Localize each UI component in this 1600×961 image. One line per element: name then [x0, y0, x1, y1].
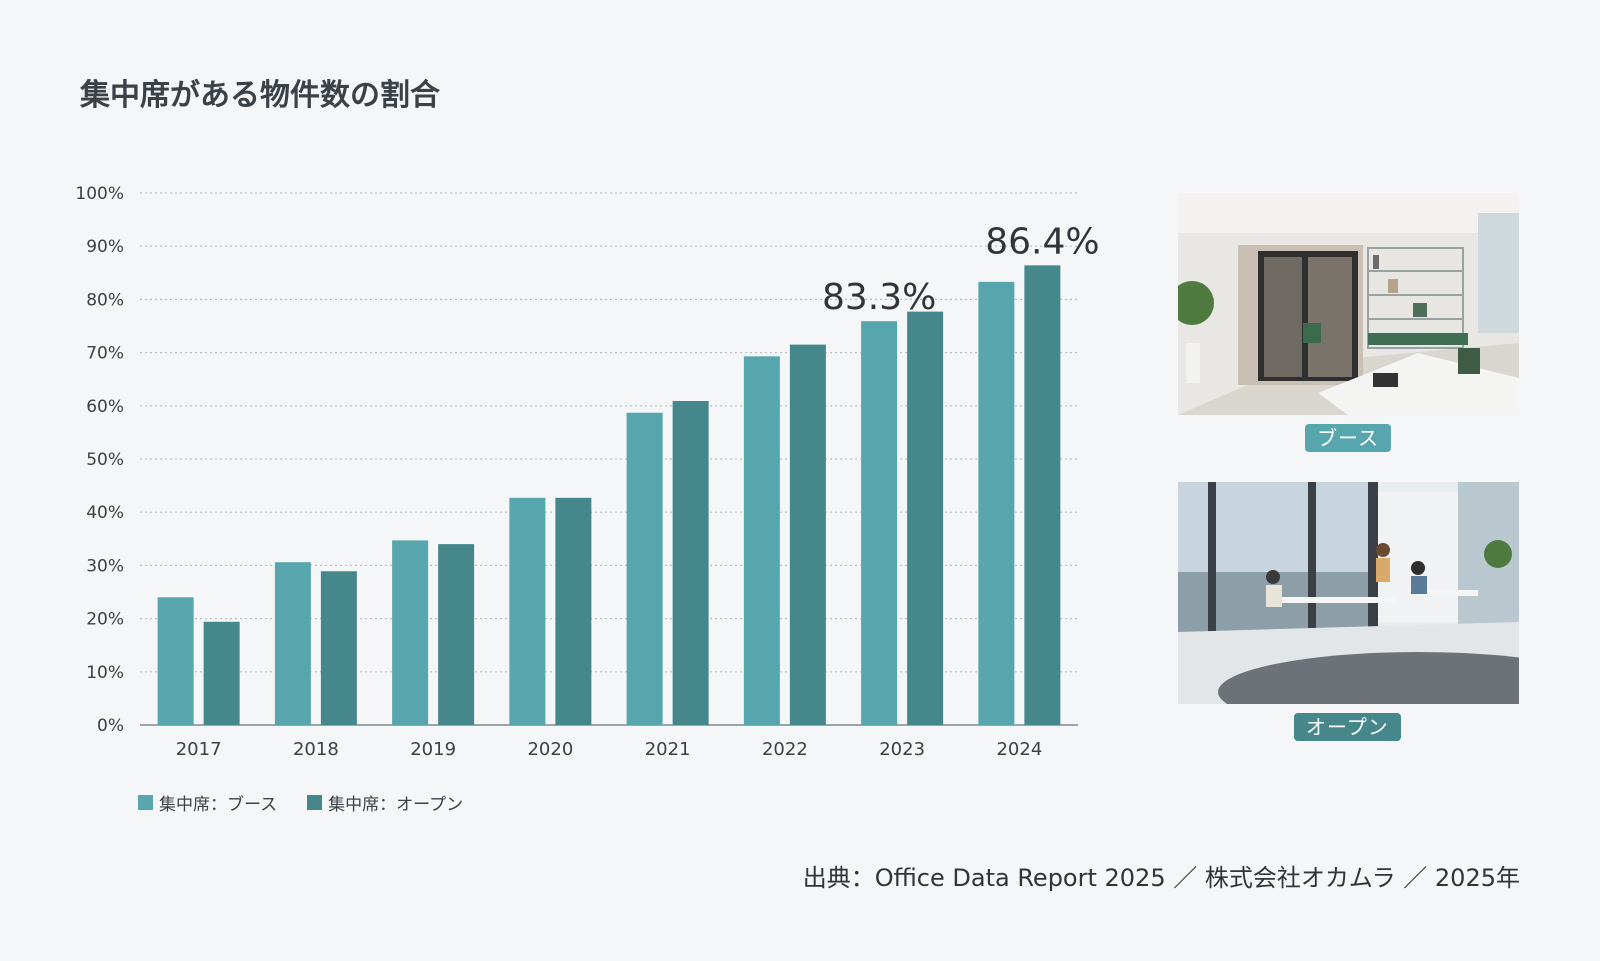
booth-office-photo [1178, 193, 1519, 415]
bar-open-2022 [789, 344, 826, 725]
legend-label-booth: 集中席：ブース [159, 795, 278, 815]
y-tick-label: 30% [86, 556, 124, 576]
legend-swatch-booth [138, 795, 153, 810]
y-tick-label: 90% [86, 237, 124, 257]
x-tick-label: 2024 [996, 739, 1042, 760]
bar-booth-2018 [274, 562, 311, 725]
bar-booth-2024 [978, 281, 1015, 725]
y-tick-label: 70% [86, 344, 124, 364]
bar-booth-2020 [509, 497, 546, 725]
source-note: 出典：Office Data Report 2025 ／ 株式会社オカムラ ／ … [802, 864, 1520, 892]
y-tick-label: 20% [86, 610, 124, 630]
x-tick-label: 2019 [410, 739, 456, 760]
open-label-badge: オープン [1294, 713, 1401, 741]
legend-item-booth: 集中席：ブース [138, 790, 277, 815]
y-tick-label: 0% [97, 716, 124, 736]
legend-label-open: 集中席：オープン [328, 795, 464, 815]
chart-legend: 集中席：ブース 集中席：オープン [138, 790, 463, 815]
bar-chart: 0% 10% 20% 30% 40% 50% 60% 70% 80% 90% 100% 2017 201… [75, 184, 1099, 760]
bar-booth-2019 [392, 540, 429, 725]
y-tick-label: 60% [86, 397, 124, 417]
bar-open-2017 [203, 621, 240, 725]
y-tick-label: 50% [86, 450, 124, 470]
x-tick-label: 2020 [527, 739, 573, 760]
y-tick-label: 100% [75, 184, 124, 204]
legend-swatch-open [307, 795, 323, 810]
bar-booth-2021 [626, 412, 663, 725]
y-tick-label: 40% [86, 503, 124, 523]
x-tick-label: 2022 [762, 739, 808, 760]
bar-open-2020 [555, 497, 592, 725]
booth-label-badge: ブース [1305, 424, 1391, 452]
chart-title: 集中席がある物件数の割合 [80, 78, 440, 113]
bar-open-2024 [1024, 265, 1061, 725]
bar-booth-2022 [743, 356, 780, 725]
bar-open-2018 [320, 571, 357, 725]
y-tick-label: 80% [86, 290, 124, 310]
x-tick-label: 2018 [293, 739, 339, 760]
y-tick-label: 10% [86, 663, 124, 683]
x-tick-label: 2021 [645, 739, 691, 760]
bar-open-2019 [438, 544, 475, 725]
legend-item-open: 集中席：オープン [307, 790, 463, 815]
open-office-photo [1178, 482, 1519, 704]
bar-open-2021 [672, 401, 709, 725]
bar-booth-2023 [861, 321, 898, 725]
bar-open-2023 [907, 311, 944, 725]
x-tick-label: 2023 [879, 739, 925, 760]
data-label: 83.3% [822, 277, 936, 318]
x-tick-label: 2017 [176, 739, 222, 760]
bar-booth-2017 [157, 597, 194, 725]
data-label: 86.4% [985, 221, 1099, 262]
